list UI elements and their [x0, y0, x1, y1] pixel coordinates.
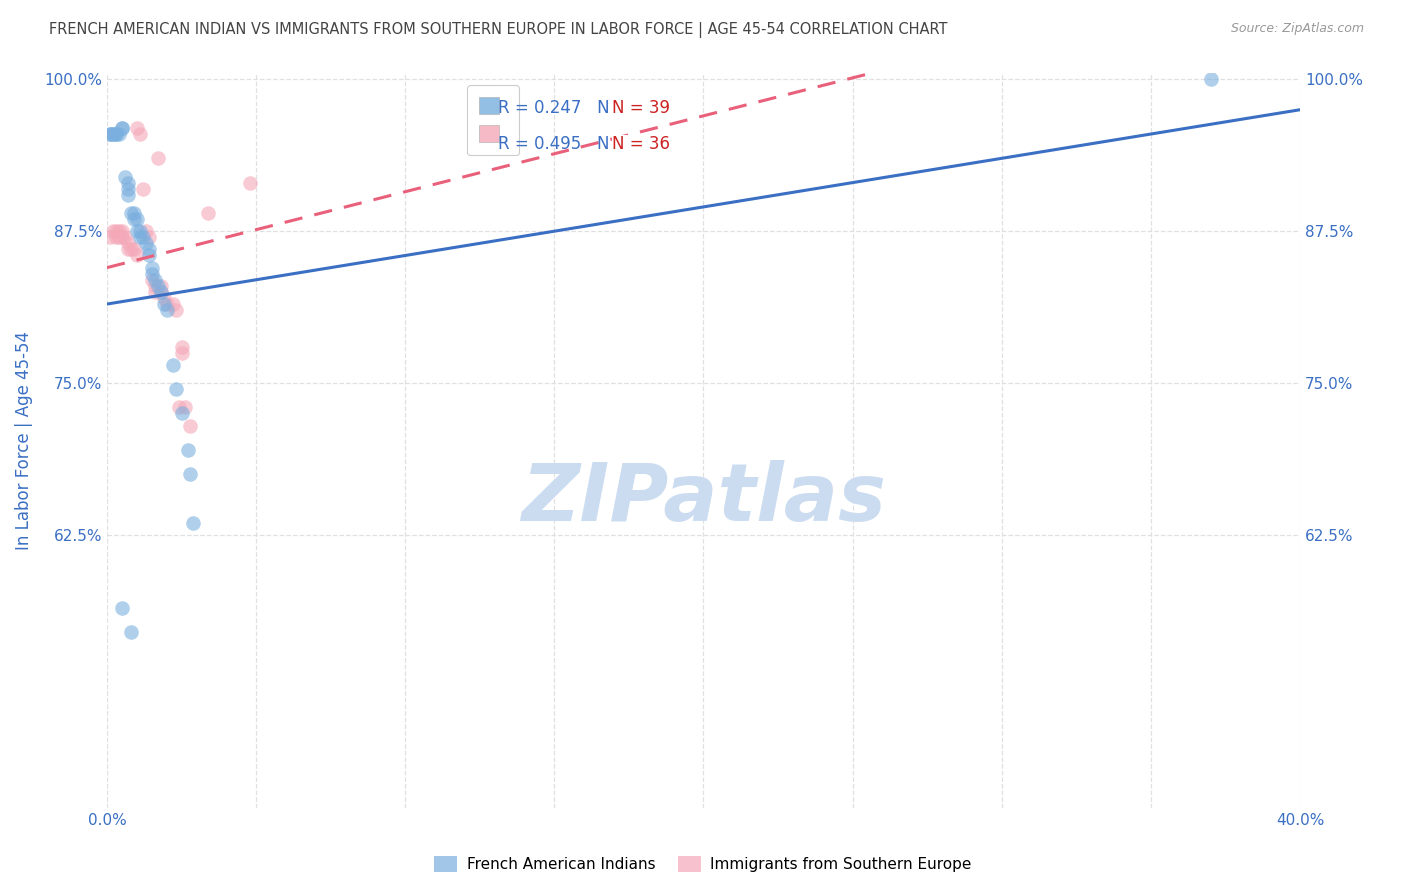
Point: [98, 230, 121, 244]
Legend: , : ,: [467, 86, 519, 155]
Point: [138, 248, 160, 262]
Point: [128, 127, 150, 141]
Text: Source: ZipAtlas.com: Source: ZipAtlas.com: [1230, 22, 1364, 36]
Point: [104, 230, 127, 244]
Text: FRENCH AMERICAN INDIAN VS IMMIGRANTS FROM SOUTHERN EUROPE IN LABOR FORCE | AGE 4: FRENCH AMERICAN INDIAN VS IMMIGRANTS FRO…: [49, 22, 948, 38]
Point: [170, 406, 193, 420]
Point: [128, 230, 150, 244]
Point: [149, 285, 172, 299]
Point: [146, 278, 169, 293]
Point: [141, 260, 163, 275]
Point: [1199, 72, 1222, 87]
Point: [143, 285, 166, 299]
Point: [117, 176, 139, 190]
Point: [135, 224, 157, 238]
Point: [122, 206, 145, 220]
Point: [135, 236, 157, 251]
Point: [170, 340, 193, 354]
Point: [149, 278, 172, 293]
Point: [114, 230, 136, 244]
Point: [156, 297, 179, 311]
Point: [111, 120, 134, 135]
Point: [108, 230, 131, 244]
Point: [98, 127, 121, 141]
Point: [114, 169, 136, 184]
Point: [104, 224, 127, 238]
Point: [125, 224, 148, 238]
Text: N = 36: N = 36: [612, 135, 669, 153]
Point: [152, 297, 174, 311]
Point: [120, 243, 142, 257]
Point: [104, 127, 127, 141]
Point: [101, 127, 124, 141]
Point: [98, 127, 121, 141]
Point: [122, 243, 145, 257]
Point: [104, 127, 127, 141]
Point: [132, 182, 155, 196]
Point: [132, 230, 155, 244]
Point: [179, 467, 201, 481]
Point: [111, 230, 134, 244]
Point: [108, 127, 131, 141]
Text: N = 39: N = 39: [612, 99, 669, 117]
Point: [117, 243, 139, 257]
Point: [101, 224, 124, 238]
Point: [183, 516, 205, 530]
Point: [162, 297, 184, 311]
Point: [117, 187, 139, 202]
Point: [101, 127, 124, 141]
Text: ZIPatlas: ZIPatlas: [522, 460, 886, 539]
Point: [170, 345, 193, 359]
Point: [165, 303, 187, 318]
Point: [141, 273, 163, 287]
Point: [128, 224, 150, 238]
Point: [117, 236, 139, 251]
Point: [156, 303, 179, 318]
Y-axis label: In Labor Force | Age 45-54: In Labor Force | Age 45-54: [15, 331, 32, 550]
Point: [141, 267, 163, 281]
Point: [152, 291, 174, 305]
Point: [167, 401, 190, 415]
Point: [117, 182, 139, 196]
Point: [197, 206, 219, 220]
Point: [165, 382, 187, 396]
Point: [111, 120, 134, 135]
Point: [173, 401, 195, 415]
Point: [111, 600, 134, 615]
Point: [125, 212, 148, 227]
Point: [125, 248, 148, 262]
Text: R = 0.495   N = 36: R = 0.495 N = 36: [498, 135, 655, 153]
Point: [143, 278, 166, 293]
Point: [162, 358, 184, 372]
Point: [138, 230, 160, 244]
Point: [146, 151, 169, 165]
Point: [176, 442, 198, 457]
Point: [108, 224, 131, 238]
Point: [111, 224, 134, 238]
Point: [122, 212, 145, 227]
Point: [143, 273, 166, 287]
Legend: French American Indians, Immigrants from Southern Europe: French American Indians, Immigrants from…: [427, 848, 979, 880]
Point: [125, 120, 148, 135]
Point: [239, 176, 262, 190]
Point: [149, 285, 172, 299]
Text: R = 0.247   N = 39: R = 0.247 N = 39: [498, 99, 655, 117]
Point: [120, 206, 142, 220]
Point: [120, 624, 142, 639]
Point: [138, 243, 160, 257]
Point: [179, 418, 201, 433]
